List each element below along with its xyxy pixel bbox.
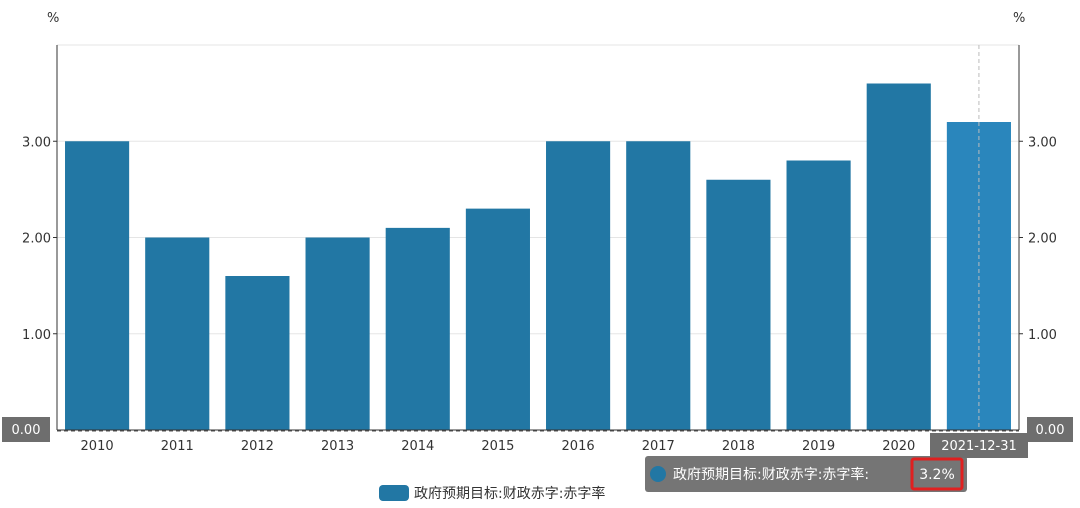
tooltip-series-label: 政府预期目标:财政赤字:赤字率: [673,466,869,483]
bar[interactable] [706,179,771,430]
x-tick-label: 2016 [562,439,595,454]
y-tick-label-left: 1.00 [22,328,51,343]
y-tick-label-left: 3.00 [22,135,51,150]
y-pointer-label-left: 0.00 [12,423,41,438]
bar[interactable] [465,208,530,430]
legend-swatch [379,485,409,501]
x-tick-label: 2012 [241,439,274,454]
bar[interactable] [786,160,851,431]
bars [65,83,1011,431]
bar[interactable] [65,141,130,430]
bar[interactable] [385,227,450,430]
x-tick-label: 2011 [161,439,194,454]
grid-lines [57,44,1019,335]
legend[interactable]: 政府预期目标:财政赤字:赤字率 [379,485,605,502]
x-tick-label: 2019 [802,439,835,454]
y-tick-label-right: 2.00 [1028,232,1057,247]
tooltip-series-marker [650,466,666,482]
x-tick-label: 2018 [722,439,755,454]
y-pointer-badge-right [1027,417,1073,442]
bar[interactable] [305,237,370,431]
x-tick-label: 2014 [401,439,434,454]
x-tick-label: 2013 [321,439,354,454]
legend-label: 政府预期目标:财政赤字:赤字率 [414,485,605,502]
y-pointer-label-right: 0.00 [1036,423,1065,438]
axis-pointer: 0.00 0.00 2021-12-31 [2,45,1073,458]
x-pointer-badge [930,433,1028,458]
x-tick-label: 2017 [642,439,675,454]
tooltip-value: 3.2% [919,467,955,483]
x-tick-label: 2010 [81,439,114,454]
x-tick-label: 2015 [481,439,514,454]
tooltip-value-highlight [910,457,964,491]
bar[interactable] [866,83,931,431]
right-axis-unit: % [1013,11,1025,26]
y-tick-label-right: 3.00 [1028,135,1057,150]
left-axis-unit: % [47,11,59,26]
tooltip: 政府预期目标:财政赤字:赤字率: 3.2% [645,456,967,492]
y-tick-label-left: 2.00 [22,232,51,247]
bar[interactable] [626,141,691,430]
tooltip-box [645,456,967,492]
y-tick-label-right: 1.00 [1028,328,1057,343]
x-tick-labels: 2010 2011 2012 2013 2014 2015 2016 2017 2018 2019… [81,439,916,454]
x-pointer-label: 2021-12-31 [941,439,1017,454]
x-tick-label: 2020 [882,439,915,454]
bar[interactable] [225,276,290,430]
y-pointer-badge-left [2,417,50,442]
y-tick-labels: 1.00 1.00 2.00 2.00 3.00 3.00 [22,135,1057,343]
bar[interactable] [145,237,210,431]
bar[interactable] [546,141,611,430]
